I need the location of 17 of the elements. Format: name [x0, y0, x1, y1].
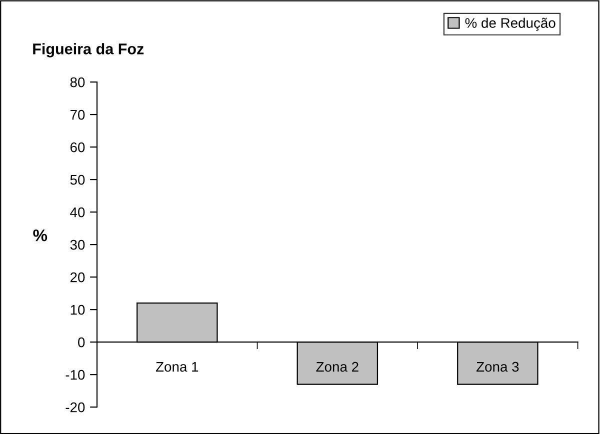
x-tick-label: Zona 1: [156, 362, 198, 372]
y-tick-label: -10: [66, 370, 85, 380]
chart-title: Figueira da Foz: [33, 43, 144, 58]
y-tick-label: 10: [70, 304, 85, 315]
y-tick-label: 30: [70, 240, 85, 250]
legend-label: % de Redução: [465, 18, 556, 31]
y-tick-label: 60: [70, 142, 85, 152]
y-tick-label: 40: [70, 207, 85, 218]
y-tick-label: 80: [70, 77, 85, 88]
y-tick-label: 70: [70, 110, 85, 120]
y-tick-label: 20: [70, 272, 85, 282]
y-axis-title: %: [33, 230, 48, 242]
y-tick-label: 50: [70, 174, 85, 185]
y-tick-label: -20: [66, 402, 85, 412]
y-tick-label: 0: [78, 337, 85, 348]
x-tick-label: Zona 3: [476, 362, 519, 372]
x-tick-label: Zona 2: [316, 362, 358, 372]
